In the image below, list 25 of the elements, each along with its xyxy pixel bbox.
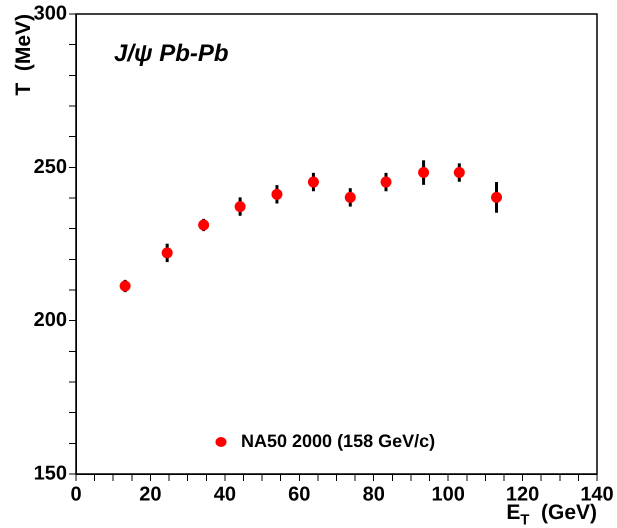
point	[344, 192, 356, 203]
point	[120, 280, 131, 292]
x-tick-label: 60	[288, 484, 310, 506]
point	[380, 176, 392, 188]
point	[198, 219, 210, 230]
point	[454, 167, 465, 178]
text: J/ψ Pb-Pb	[114, 40, 229, 67]
point	[418, 167, 430, 178]
legend-label: NA50 2000 (158 GeV/c)	[241, 430, 436, 451]
y-tick-label: 200	[34, 309, 67, 332]
point	[234, 201, 246, 212]
y-tick-label: 300	[34, 2, 67, 25]
x-tick-label: 120	[506, 484, 540, 506]
y-tick-label: 150	[34, 462, 67, 485]
y-axis-title: T (MeV)	[12, 14, 35, 96]
point	[491, 192, 502, 203]
y-tick-label: 250	[34, 156, 67, 178]
point	[271, 188, 282, 200]
x-tick-label: 0	[70, 484, 82, 506]
x-tick-label: 100	[431, 484, 465, 506]
point	[162, 247, 173, 258]
x-tick-label: 40	[214, 484, 236, 506]
x-tick-label: 20	[139, 484, 162, 506]
point	[308, 176, 319, 188]
x-tick-label: 80	[362, 484, 385, 506]
